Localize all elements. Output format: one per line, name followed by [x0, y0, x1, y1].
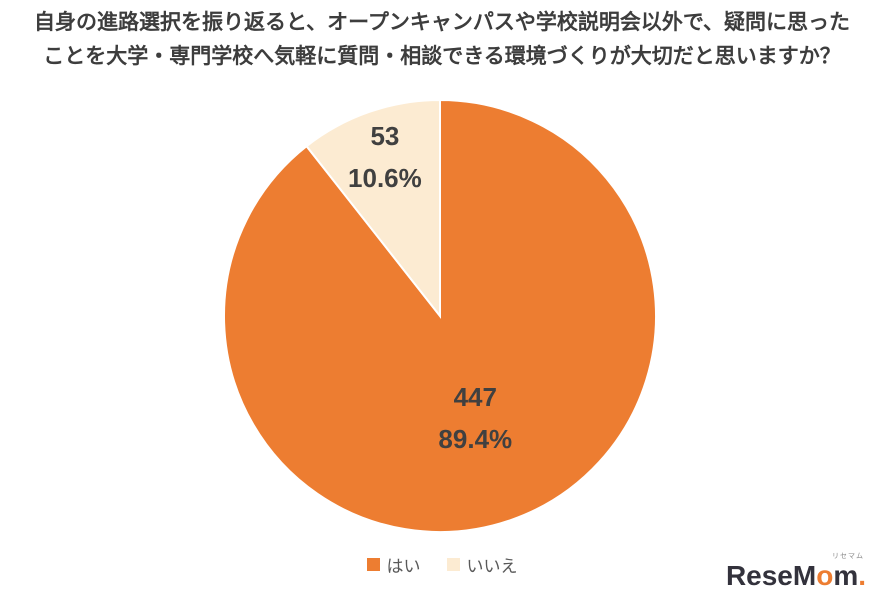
legend-label: いいえ [466, 557, 518, 576]
slice-value-label: 447 [454, 382, 497, 412]
chart-legend: はい いいえ [0, 552, 884, 577]
slice-percent-label: 89.4% [438, 424, 512, 454]
legend-swatch [446, 558, 460, 571]
legend-label: はい [386, 557, 421, 576]
chart-title-line-1: 自身の進路選択を振り返ると、オープンキャンパスや学校説明会以外で、疑問に思った [33, 11, 851, 34]
pie-chart: 447 89.4% 53 10.6% [222, 98, 657, 533]
chart-title-line-2: ことを大学・専門学校へ気軽に質問・相談できる環境づくりが大切だと思いますか？ [43, 45, 841, 68]
legend-item: はい [366, 552, 421, 577]
pie-slice-1 [305, 98, 441, 319]
logo-text-part2: m [833, 560, 859, 591]
logo-text-part1: ReseM [725, 560, 817, 591]
legend-item: いいえ [446, 552, 518, 577]
logo-letter-o-accent: o [816, 560, 834, 591]
legend-swatch [366, 558, 380, 571]
slice-value-label: 53 [370, 121, 399, 151]
logo-ruby-text: リセマム [832, 553, 864, 560]
chart-title: 自身の進路選択を振り返ると、オープンキャンパスや学校説明会以外で、疑問に思った … [0, 6, 884, 74]
resemom-logo: リセマム ReseMom. [725, 553, 866, 591]
slice-percent-label: 10.6% [348, 163, 422, 193]
logo-period: . [858, 560, 866, 591]
